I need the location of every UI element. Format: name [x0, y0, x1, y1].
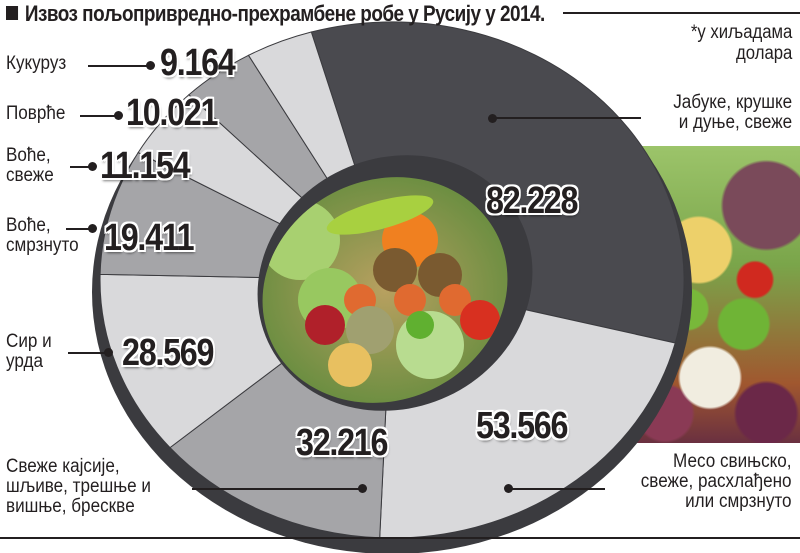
- leader-voce-smrznuto: [66, 228, 92, 230]
- leader-dot-voce-smrznuto: [88, 224, 97, 233]
- chart-title: Извоз пољопривредно-прехрамбене робе у Р…: [6, 1, 545, 27]
- label-meso: Месо свињско, свеже, расхлађено или смрзну…: [641, 451, 792, 512]
- bottom-rule: [0, 537, 800, 539]
- leader-dot-voce-sveze: [88, 162, 97, 171]
- label-voce-sveze: Воће, свеже: [6, 145, 54, 186]
- leader-jabuke: [494, 117, 641, 119]
- leader-dot-sir-i-urda: [104, 348, 113, 357]
- leader-dot-povrce: [114, 111, 123, 120]
- value-meso: 53.566: [476, 405, 568, 447]
- leader-voce-sveze: [70, 166, 92, 168]
- value-jabuke: 82.228: [486, 180, 578, 222]
- leader-kukuruz: [88, 65, 150, 67]
- value-sir-i-urda: 28.569: [122, 332, 214, 374]
- leader-meso: [510, 488, 605, 490]
- label-kajsije: Свеже кајсије, шљиве, трешње и вишње, брес…: [6, 456, 151, 517]
- value-kajsije: 32.216: [296, 422, 388, 464]
- label-voce-smrznuto: Воће, смрзнуто: [6, 215, 79, 256]
- value-voce-smrznuto: 19.411: [104, 217, 195, 259]
- label-povrce: Поврће: [6, 103, 66, 124]
- leader-dot-kajsije: [358, 484, 367, 493]
- unit-note: *у хиљадама долара: [690, 22, 792, 64]
- leader-dot-jabuke: [488, 114, 497, 123]
- value-kukuruz: 9.164: [160, 42, 236, 84]
- label-kukuruz: Кукуруз: [6, 53, 67, 74]
- value-povrce: 10.021: [126, 92, 218, 134]
- label-jabuke: Јабуке, крушке и дуње, свеже: [673, 92, 792, 133]
- leader-povrce: [80, 115, 118, 117]
- leader-kajsije: [192, 488, 362, 490]
- label-sir-i-urda: Сир и урда: [6, 331, 52, 372]
- title-rule: [563, 12, 800, 14]
- leader-dot-kukuruz: [146, 61, 155, 70]
- leader-sir-i-urda: [68, 352, 108, 354]
- value-voce-sveze: 11.154: [100, 145, 191, 187]
- leader-dot-meso: [504, 484, 513, 493]
- title-square-icon: [6, 6, 19, 20]
